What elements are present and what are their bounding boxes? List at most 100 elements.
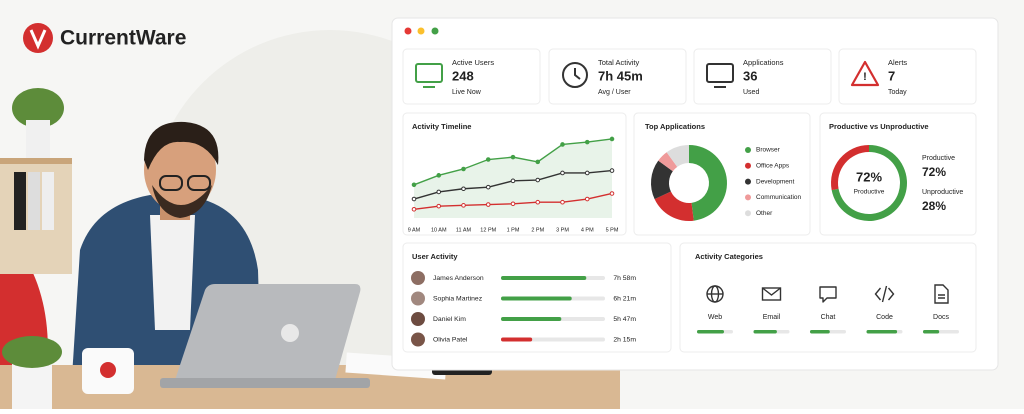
card-sub: Avg / User <box>598 89 631 96</box>
avatar <box>411 291 425 306</box>
card-label: Applications <box>743 58 784 67</box>
x-tick-label: 12 PM <box>480 227 496 233</box>
user-time: 5h 47m <box>613 316 636 323</box>
bar <box>501 296 572 301</box>
avatar <box>411 271 425 285</box>
bar <box>501 337 533 342</box>
category-name: Code <box>876 314 893 321</box>
x-tick-label: 1 PM <box>507 227 520 233</box>
legend-label: Office Apps <box>756 163 790 170</box>
point <box>584 196 590 202</box>
user-time: 7h 58m <box>613 275 636 282</box>
icon <box>819 286 837 303</box>
window-dot <box>417 27 425 35</box>
point <box>411 207 417 212</box>
card-value: 7 <box>888 68 895 83</box>
binder <box>42 172 54 230</box>
user-time: 2h 15m <box>613 336 636 343</box>
panel <box>548 48 687 105</box>
x-tick-label: 2 PM <box>531 227 544 233</box>
point <box>609 136 615 142</box>
logo-glyph <box>29 29 47 50</box>
icon <box>762 287 781 296</box>
legend-swatch <box>745 162 751 169</box>
x-tick-label: 4 PM <box>581 227 594 233</box>
panel <box>402 48 541 105</box>
point <box>461 166 466 172</box>
category-name: Chat <box>821 314 836 321</box>
point <box>560 170 565 176</box>
legend-value: 72% <box>922 165 946 179</box>
point <box>560 142 565 147</box>
point <box>584 139 590 145</box>
card-label: Alerts <box>888 58 907 67</box>
area <box>414 138 612 218</box>
card-sub: Used <box>743 89 759 96</box>
card-value: 36 <box>743 68 757 83</box>
legend-swatch <box>745 210 751 217</box>
point <box>411 196 417 202</box>
user-name: Daniel Kim <box>433 316 466 323</box>
donut-slice <box>666 145 689 167</box>
legend-label: Productive <box>922 155 955 162</box>
donut-value: 72% <box>856 169 882 184</box>
point <box>436 203 442 209</box>
binder <box>28 172 40 230</box>
panel <box>819 112 977 236</box>
card-sub: Today <box>888 89 907 96</box>
category-name: Web <box>708 314 722 321</box>
binder <box>14 172 26 230</box>
bar <box>501 317 562 321</box>
legend-label: Other <box>756 210 773 217</box>
laptop <box>175 284 361 380</box>
pot <box>12 360 52 409</box>
avatar <box>411 312 425 326</box>
legend-swatch <box>745 194 751 201</box>
avatar <box>411 332 425 347</box>
point <box>510 178 516 184</box>
x-tick-label: 3 PM <box>556 227 569 233</box>
point <box>535 199 541 205</box>
point <box>436 173 442 178</box>
user-name: James Anderson <box>433 275 484 282</box>
plant <box>12 88 64 128</box>
laptop-base <box>160 378 370 388</box>
point <box>436 189 442 195</box>
icon <box>562 62 588 88</box>
bar <box>810 330 830 334</box>
laptop-logo <box>281 324 299 342</box>
donut-slice <box>831 145 869 191</box>
glasses <box>187 175 211 191</box>
category-name: Email <box>763 314 781 321</box>
legend-swatch <box>745 147 751 153</box>
panel <box>838 48 977 105</box>
glasses <box>159 175 183 191</box>
x-tick-label: 9 AM <box>408 227 421 233</box>
icon <box>415 63 443 83</box>
panel-title: User Activity <box>412 252 458 261</box>
bar <box>923 330 940 334</box>
icon <box>874 285 895 303</box>
panel-title: Activity Timeline <box>412 122 471 131</box>
category-name: Docs <box>933 314 949 321</box>
panel-title: Top Applications <box>645 122 705 131</box>
point <box>535 177 541 183</box>
t-shirt <box>150 215 195 330</box>
shelf <box>0 158 72 164</box>
legend-swatch <box>745 178 751 185</box>
card-label: Active Users <box>452 58 494 67</box>
legend-label: Browser <box>756 147 781 154</box>
bar <box>697 330 724 334</box>
point <box>485 157 491 162</box>
beard <box>152 185 212 218</box>
user-time: 6h 21m <box>613 295 636 302</box>
donut-caption: Productive <box>854 189 885 196</box>
legend-label: Unproductive <box>922 189 963 196</box>
donut-slice <box>658 152 678 172</box>
point <box>510 154 516 160</box>
legend-value: 28% <box>922 199 946 213</box>
point <box>560 199 565 205</box>
bar <box>866 330 898 334</box>
